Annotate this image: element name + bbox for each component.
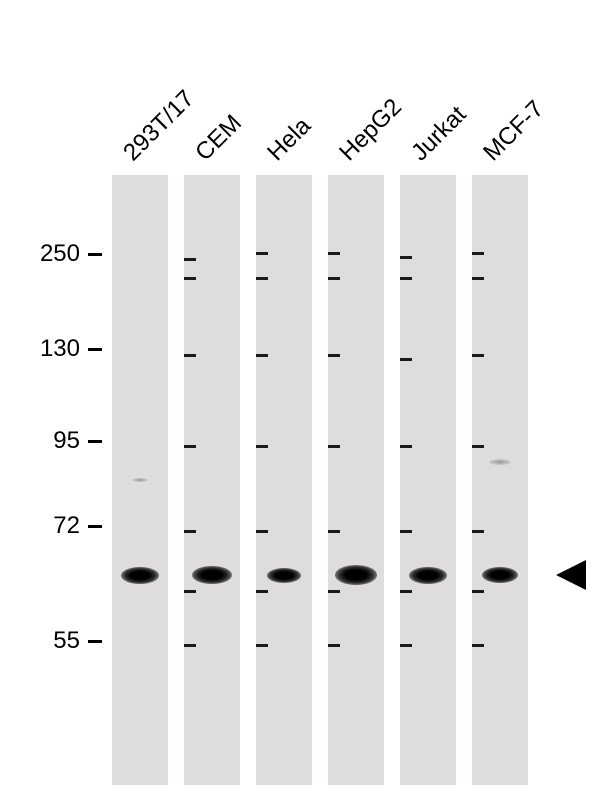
mw-label-95: 95 [30, 427, 80, 455]
protein-band [267, 568, 301, 583]
ladder-tick [256, 644, 268, 647]
ladder-tick [400, 644, 412, 647]
ladder-tick [400, 277, 412, 280]
ladder-tick [472, 590, 484, 593]
ladder-tick [328, 530, 340, 533]
ladder-tick [400, 530, 412, 533]
ladder-tick [184, 445, 196, 448]
mw-tick-72 [88, 525, 102, 528]
mw-label-130: 130 [30, 335, 80, 363]
ladder-tick [184, 258, 196, 261]
ladder-tick [472, 644, 484, 647]
ladder-tick [472, 277, 484, 280]
ladder-tick [400, 256, 412, 259]
ladder-tick [472, 530, 484, 533]
ladder-tick [328, 590, 340, 593]
ladder-tick [472, 252, 484, 255]
ladder-tick [256, 590, 268, 593]
protein-band [489, 459, 511, 465]
ladder-tick [328, 277, 340, 280]
ladder-tick [184, 590, 196, 593]
protein-band [132, 478, 148, 482]
ladder-tick [328, 252, 340, 255]
lane-label-5: MCF-7 [478, 95, 550, 167]
lane-5 [472, 175, 528, 785]
ladder-tick [400, 590, 412, 593]
lane-3 [328, 175, 384, 785]
mw-label-55: 55 [30, 627, 80, 655]
mw-label-72: 72 [30, 512, 80, 540]
ladder-tick [256, 252, 268, 255]
mw-tick-250 [88, 253, 102, 256]
mw-tick-55 [88, 640, 102, 643]
ladder-tick [256, 277, 268, 280]
mw-tick-130 [88, 348, 102, 351]
lane-2 [256, 175, 312, 785]
ladder-tick [256, 445, 268, 448]
ladder-tick [400, 445, 412, 448]
ladder-tick [472, 445, 484, 448]
lane-label-2: Hela [262, 112, 317, 167]
ladder-tick [328, 354, 340, 357]
lane-1 [184, 175, 240, 785]
ladder-tick [184, 644, 196, 647]
lane-label-1: CEM [190, 109, 248, 167]
protein-band [121, 567, 159, 584]
mw-label-250: 250 [30, 240, 80, 268]
lane-label-3: HepG2 [334, 93, 408, 167]
target-band-arrow-icon [556, 560, 586, 590]
ladder-tick [256, 354, 268, 357]
ladder-tick [400, 358, 412, 361]
ladder-tick [184, 354, 196, 357]
protein-band [482, 567, 518, 583]
protein-band [335, 565, 377, 585]
ladder-tick [328, 644, 340, 647]
ladder-tick [472, 354, 484, 357]
ladder-tick [328, 445, 340, 448]
western-blot-figure: { "figure": { "width": 612, "height": 80… [0, 0, 612, 800]
protein-band [409, 567, 447, 584]
ladder-tick [184, 277, 196, 280]
protein-band [192, 566, 232, 584]
lane-label-0: 293T/17 [118, 85, 200, 167]
lane-4 [400, 175, 456, 785]
ladder-tick [256, 530, 268, 533]
lane-label-4: Jurkat [406, 101, 472, 167]
ladder-tick [184, 530, 196, 533]
mw-tick-95 [88, 440, 102, 443]
